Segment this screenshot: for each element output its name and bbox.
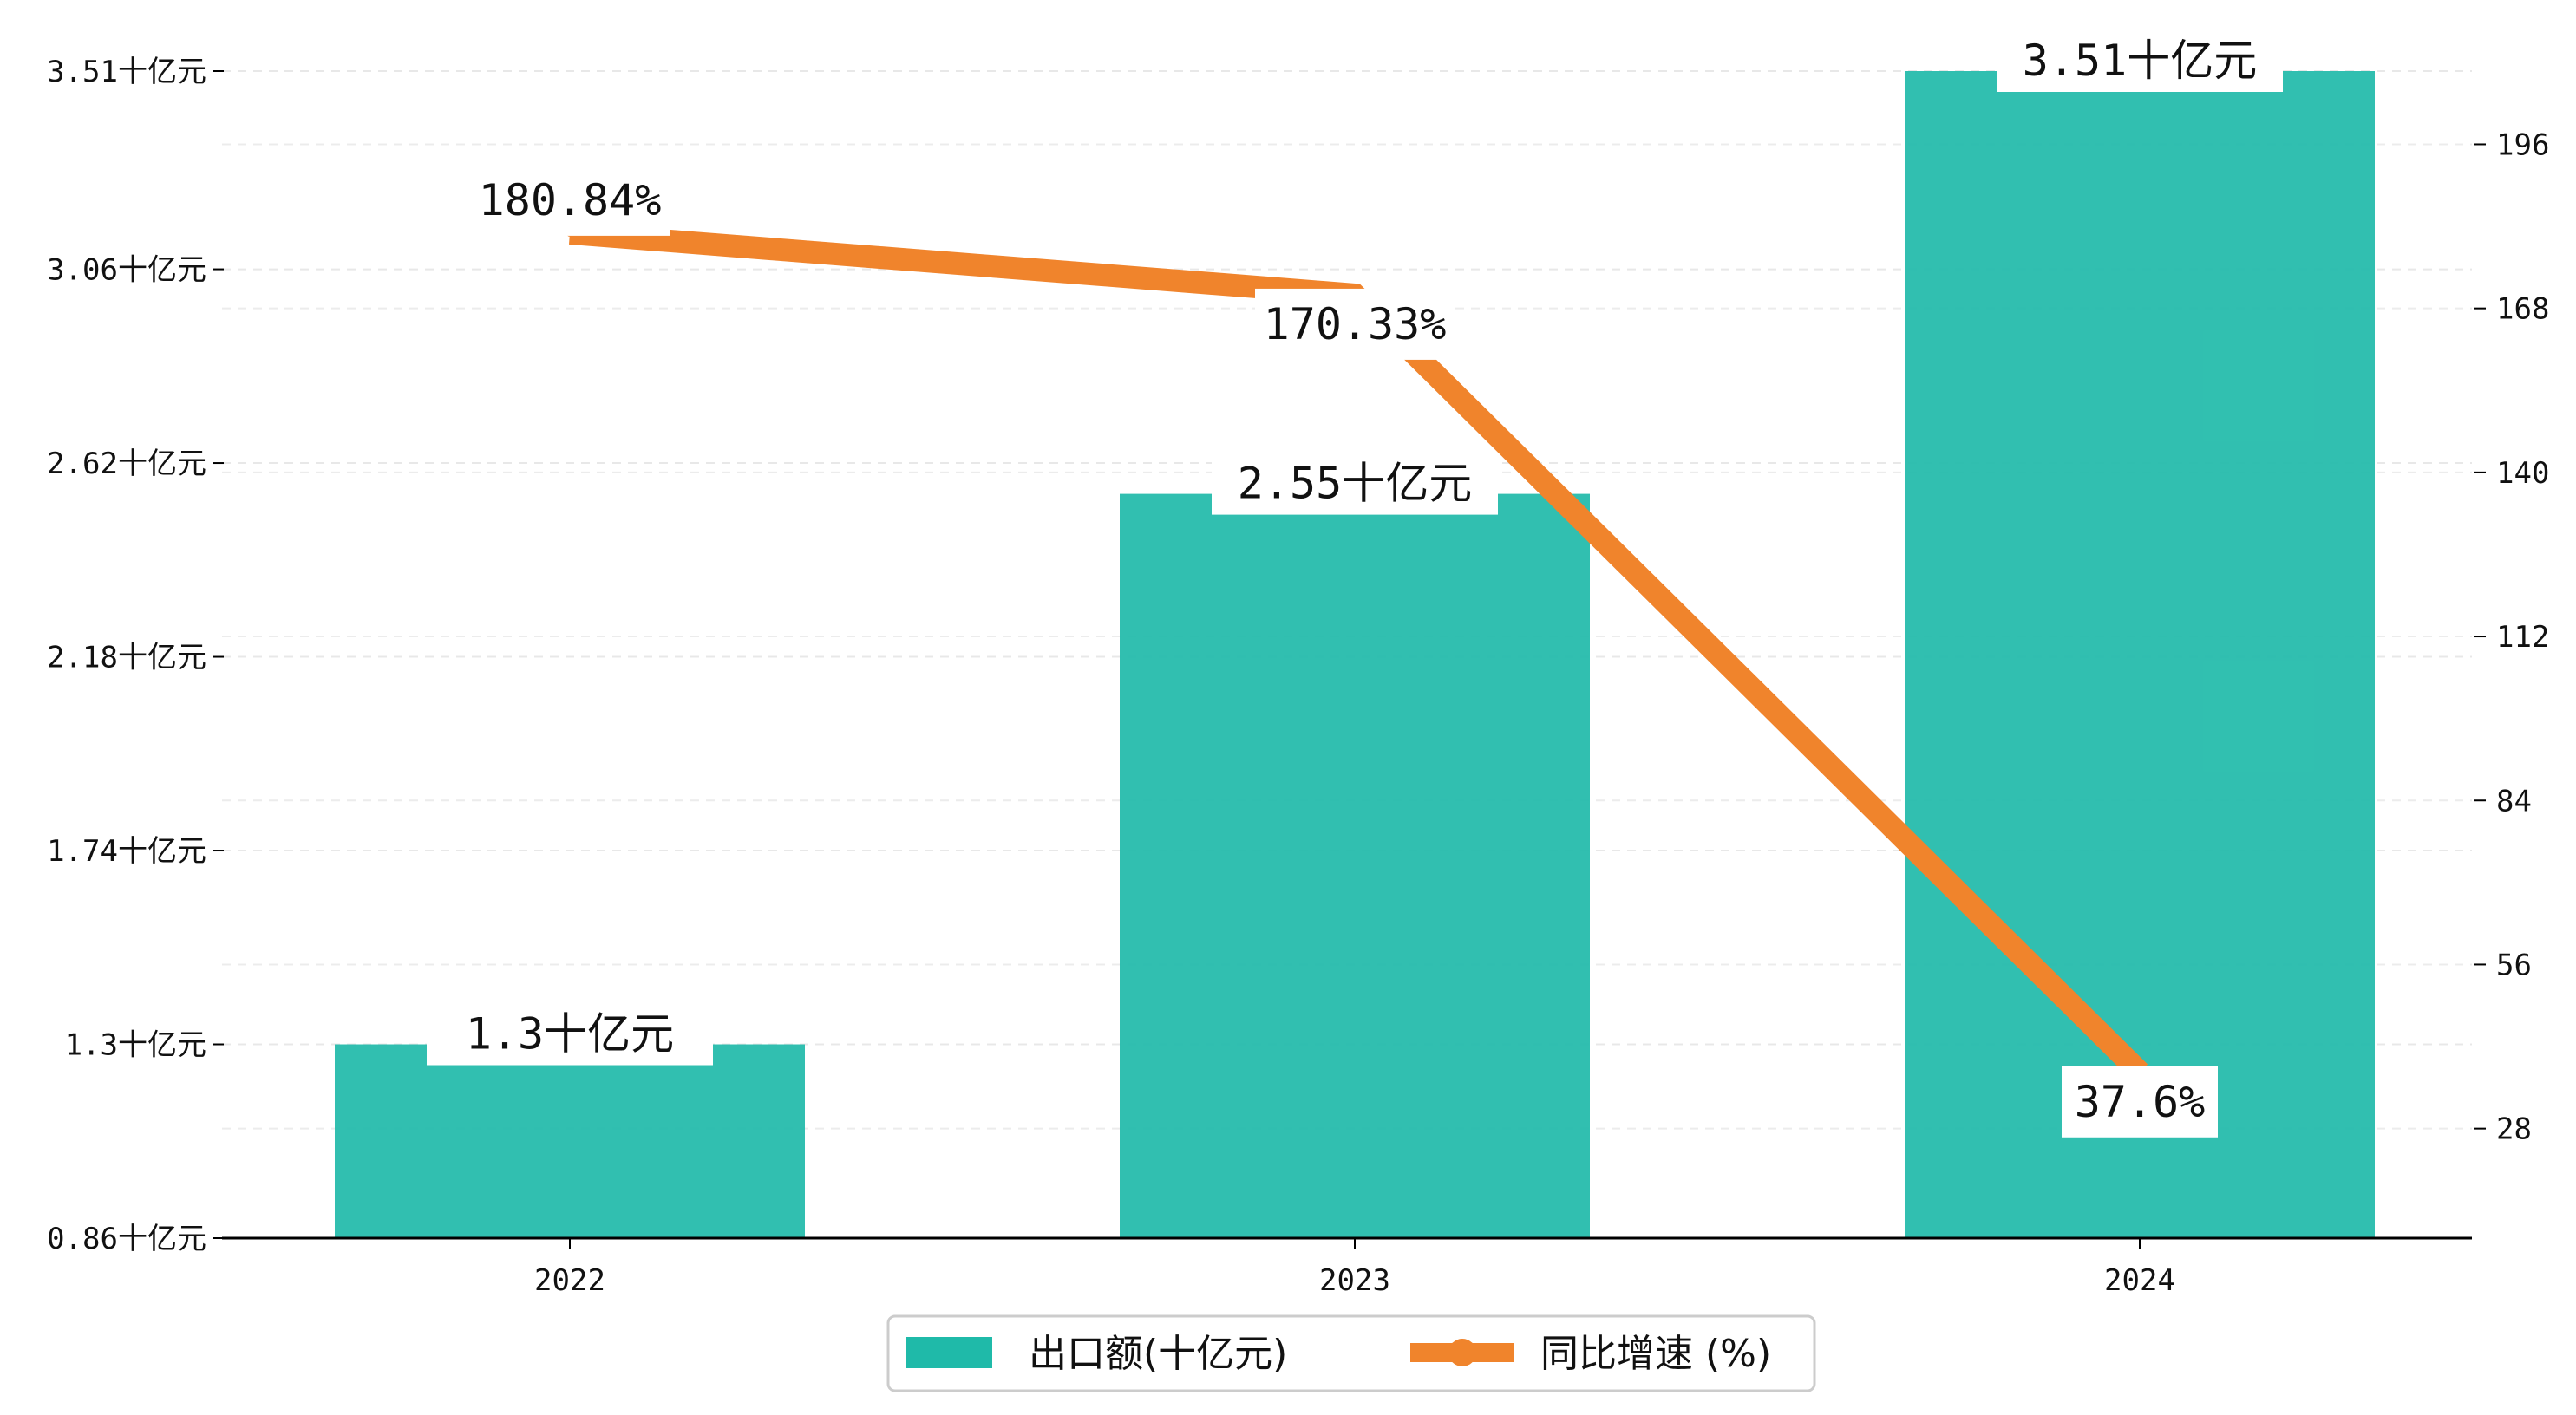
- left-tick-label: 0.86十亿元: [47, 1222, 206, 1256]
- left-tick-label: 1.3十亿元: [65, 1028, 206, 1063]
- right-tick-label: 196: [2496, 127, 2549, 162]
- line-label-box: [470, 164, 670, 236]
- bar-value-labels: 1.3十亿元 2.55十亿元 3.51十亿元: [427, 35, 2283, 1066]
- right-tick-label: 112: [2496, 620, 2549, 655]
- x-tick-label: 2022: [534, 1263, 605, 1298]
- x-tick-label: 2024: [2104, 1263, 2175, 1298]
- bar-label-box: [427, 1007, 713, 1066]
- right-axis-ticks: 28 56 84 112 140 168 196: [2474, 127, 2549, 1147]
- legend-line-marker: [1448, 1339, 1476, 1366]
- line-label-box: [1255, 288, 1455, 360]
- right-tick-label: 84: [2496, 784, 2532, 818]
- bar-2022: [335, 1044, 805, 1238]
- bar-label-box: [1997, 35, 2283, 92]
- x-axis-ticks: 2022 2023 2024: [534, 1238, 2175, 1298]
- left-tick-label: 1.74十亿元: [47, 834, 206, 869]
- left-tick-label: 2.18十亿元: [47, 641, 206, 675]
- right-tick-label: 168: [2496, 292, 2549, 327]
- line-value-label: 170.33%: [1264, 299, 1447, 349]
- x-tick-label: 2023: [1319, 1263, 1390, 1298]
- left-tick-label: 3.51十亿元: [47, 55, 206, 89]
- left-tick-label: 3.06十亿元: [47, 253, 206, 288]
- bar-value-label: 2.55十亿元: [1238, 459, 1472, 509]
- bar-label-box: [1212, 457, 1498, 515]
- legend: 出口额(十亿元) 同比增速 (%): [886, 1314, 1816, 1392]
- left-axis-ticks: 0.86十亿元 1.3十亿元 1.74十亿元 2.18十亿元 2.62十亿元 3.06十亿…: [47, 55, 224, 1256]
- bar-value-label: 3.51十亿元: [2023, 36, 2257, 86]
- line-value-label: 180.84%: [479, 175, 662, 225]
- legend-bar-swatch: [906, 1337, 992, 1368]
- legend-box: [886, 1314, 1816, 1392]
- right-tick-label: 28: [2496, 1112, 2532, 1147]
- line-value-labels: 180.84% 170.33% 37.6%: [470, 164, 2218, 1138]
- legend-line-label: 同比增速 (%): [1540, 1332, 1771, 1376]
- bar-2024: [1905, 71, 2375, 1238]
- line-label-box: [2062, 1066, 2218, 1138]
- bar-2023: [1120, 493, 1590, 1238]
- bar-series: [335, 71, 2375, 1238]
- right-tick-label: 140: [2496, 456, 2549, 491]
- bar-value-label: 1.3十亿元: [466, 1009, 674, 1060]
- line-value-label: 37.6%: [2075, 1077, 2206, 1127]
- legend-bar-label: 出口额(十亿元): [1029, 1332, 1287, 1376]
- right-tick-label: 56: [2496, 948, 2532, 982]
- left-tick-label: 2.62十亿元: [47, 447, 206, 481]
